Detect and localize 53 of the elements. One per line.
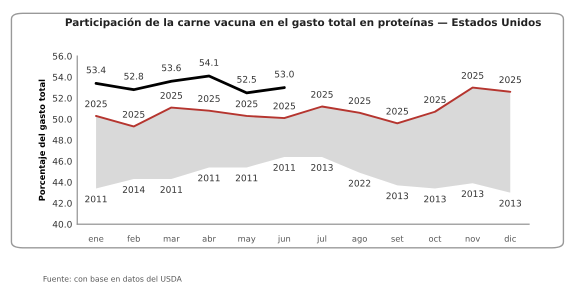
data-label: 53.0 (274, 70, 294, 78)
x-tick-label: ago (352, 236, 367, 244)
data-label: 52.5 (237, 76, 256, 83)
x-tick-label: oct (428, 236, 442, 242)
x-tick-label: abr (202, 235, 216, 242)
annotation: 2025 (198, 95, 220, 102)
annotation: 2025 (499, 76, 521, 84)
x-tick-label: may (238, 236, 256, 244)
annotation: 2011 (274, 164, 295, 171)
annotation: 2025 (236, 100, 258, 108)
annotation: 2011 (160, 186, 182, 193)
y-tick-label: 56.0 (52, 52, 72, 60)
y-tick-label: 40.0 (52, 220, 72, 228)
annotation: 2013 (386, 192, 408, 200)
annotation: 2025 (160, 92, 182, 99)
data-label: 52.8 (124, 72, 144, 80)
annotation: 2025 (424, 96, 446, 104)
annotation: 2025 (348, 97, 370, 104)
y-tick-label: 54.0 (52, 74, 72, 81)
x-tick-label: mar (164, 236, 180, 242)
annotation: 2022 (348, 180, 370, 187)
y-tick-label: 44.0 (52, 178, 72, 186)
annotation: 2025 (85, 100, 107, 108)
annotation: 2013 (311, 164, 333, 171)
x-tick-label: ene (88, 236, 104, 242)
annotation: 2011 (236, 174, 258, 182)
y-tick-label: 50.0 (52, 116, 72, 123)
data-label: 53.4 (86, 66, 106, 74)
data-label: 53.6 (162, 64, 181, 72)
y-tick-label: 46.0 (52, 158, 72, 165)
x-tick-label: jun (278, 235, 290, 244)
annotation: 2013 (499, 200, 522, 207)
annotation: 2011 (85, 196, 107, 202)
x-tick-label: feb (127, 235, 140, 242)
data-label: 54.1 (200, 59, 218, 66)
chart-title: Participación de la carne vacuna en el gasto total en proteínas — Estados Unidos (66, 18, 541, 28)
y-tick-label: 48.0 (52, 136, 72, 144)
annotation: 2011 (198, 174, 220, 182)
annotation: 2025 (386, 108, 408, 115)
x-tick-label: dic (504, 235, 516, 242)
annotation: 2025 (311, 90, 333, 98)
y-tick-label: 52.0 (52, 94, 72, 102)
annotation: 2025 (274, 102, 296, 110)
x-tick-label: set (391, 236, 404, 242)
annotation: 2025 (122, 110, 144, 118)
y-axis-title: Porcentaje del gasto total (38, 80, 47, 200)
annotation: 2014 (122, 186, 145, 193)
annotation: 2025 (462, 72, 484, 79)
y-tick-label: 42.0 (52, 200, 72, 207)
x-tick-label: nov (466, 236, 480, 242)
x-tick-label: jul (316, 235, 326, 244)
annotation: 2013 (462, 190, 484, 198)
annotation: 2013 (424, 196, 446, 202)
